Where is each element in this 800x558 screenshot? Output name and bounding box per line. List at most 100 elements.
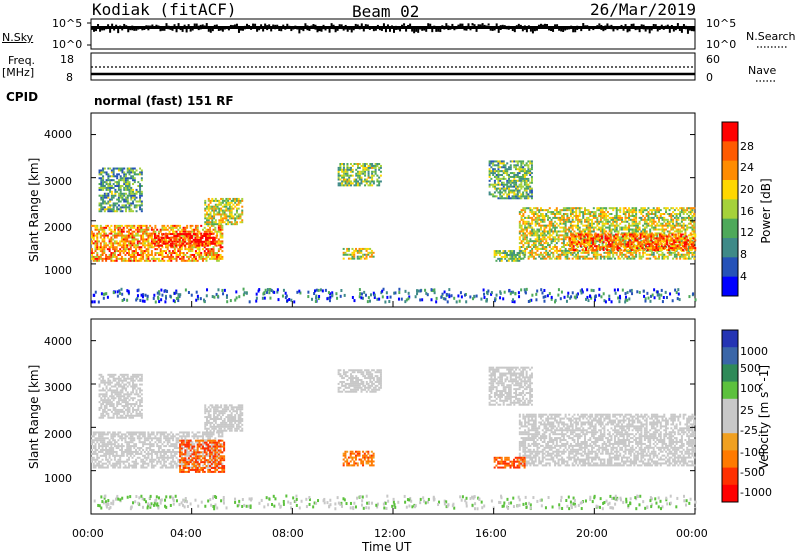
power-echo-cell [102, 179, 104, 181]
power-echo-cell [566, 244, 568, 246]
power-echo-cell [635, 213, 637, 215]
power-echo-cell [531, 213, 533, 215]
power-echo-cell [660, 217, 662, 219]
power-echo-cell [684, 211, 686, 213]
power-ground-scatter-cell [177, 299, 179, 302]
power-echo-cell [132, 240, 134, 242]
power-echo-cell [114, 237, 116, 239]
power-echo-cell [371, 256, 373, 258]
power-echo-cell [190, 260, 192, 262]
power-echo-cell [106, 187, 108, 189]
power-echo-cell [513, 176, 515, 178]
power-echo-cell [559, 227, 561, 229]
power-echo-cell [604, 233, 606, 235]
power-echo-cell [100, 202, 102, 204]
power-echo-cell [102, 201, 104, 203]
power-echo-cell [565, 207, 567, 209]
power-echo-cell [118, 201, 120, 203]
power-echo-cell [232, 208, 234, 210]
power-echo-cell [123, 195, 125, 197]
power-echo-cell [348, 175, 350, 177]
power-echo-cell [380, 180, 382, 182]
power-echo-cell [355, 184, 357, 186]
power-echo-cell [118, 179, 120, 181]
power-echo-cell [147, 235, 149, 237]
power-echo-cell [515, 166, 517, 168]
power-echo-cell [165, 250, 167, 252]
power-echo-cell [218, 225, 220, 227]
power-echo-cell [653, 207, 655, 209]
power-echo-cell [513, 178, 515, 180]
power-echo-cell [154, 231, 156, 233]
power-echo-cell [114, 225, 116, 227]
power-echo-cell [136, 197, 138, 199]
power-echo-cell [166, 235, 168, 237]
power-echo-cell [218, 208, 220, 210]
power-echo-cell [489, 193, 491, 195]
power-echo-cell [524, 227, 526, 229]
power-echo-cell [542, 256, 544, 258]
power-ground-scatter-cell [608, 298, 610, 301]
power-echo-cell [649, 213, 651, 215]
power-echo-cell [139, 225, 141, 227]
power-echo-cell [106, 208, 108, 210]
power-echo-cell [651, 227, 653, 229]
power-echo-cell [227, 198, 229, 200]
power-echo-cell [91, 231, 93, 233]
power-echo-cell [128, 237, 130, 239]
power-echo-cell [630, 211, 632, 213]
power-echo-cell [521, 240, 523, 242]
power-echo-cell [650, 245, 652, 247]
power-echo-cell [368, 173, 370, 175]
power-ground-scatter-cell [672, 299, 674, 302]
power-echo-cell [526, 242, 528, 244]
power-echo-cell [205, 241, 207, 243]
power-echo-cell [350, 169, 352, 171]
power-ground-scatter-cell [643, 295, 645, 298]
power-echo-cell [598, 227, 600, 229]
power-ground-scatter-cell [425, 292, 427, 295]
power-echo-cell [134, 197, 136, 199]
power-echo-cell [177, 254, 179, 256]
power-echo-cell [688, 215, 690, 217]
power-echo-cell [577, 256, 579, 258]
power-echo-cell [600, 254, 602, 256]
power-echo-cell [206, 212, 208, 214]
power-echo-cell [234, 206, 236, 208]
power-echo-cell [112, 235, 114, 237]
power-echo-cell [181, 252, 183, 254]
power-ground-scatter-cell [456, 300, 458, 303]
power-echo-cell [114, 233, 116, 235]
power-echo-cell [612, 254, 614, 256]
power-echo-cell [617, 235, 619, 237]
power-echo-cell [124, 250, 126, 252]
power-echo-cell [343, 248, 345, 250]
power-ground-scatter-cell [652, 294, 654, 297]
power-echo-cell [220, 231, 222, 233]
power-echo-cell [205, 245, 207, 247]
power-echo-cell [357, 256, 359, 258]
power-echo-cell [147, 246, 149, 248]
power-echo-cell [672, 215, 674, 217]
power-echo-cell [522, 215, 524, 217]
power-echo-cell [191, 235, 193, 237]
power-echo-cell [139, 235, 141, 237]
power-echo-cell [606, 235, 608, 237]
power-echo-cell [606, 237, 608, 239]
power-echo-cell [535, 232, 537, 234]
power-echo-cell [99, 195, 101, 197]
power-echo-cell [221, 240, 223, 242]
power-echo-cell [341, 182, 343, 184]
power-echo-cell [571, 233, 573, 235]
power-echo-cell [121, 260, 123, 262]
power-echo-cell [179, 252, 181, 254]
power-echo-cell [623, 211, 625, 213]
power-echo-cell [563, 254, 565, 256]
power-echo-cell [207, 237, 209, 239]
power-echo-cell [526, 236, 528, 238]
power-echo-cell [506, 193, 508, 195]
power-echo-cell [669, 213, 671, 215]
power-echo-cell [99, 169, 101, 171]
power-echo-cell [104, 202, 106, 204]
power-echo-cell [605, 242, 607, 244]
